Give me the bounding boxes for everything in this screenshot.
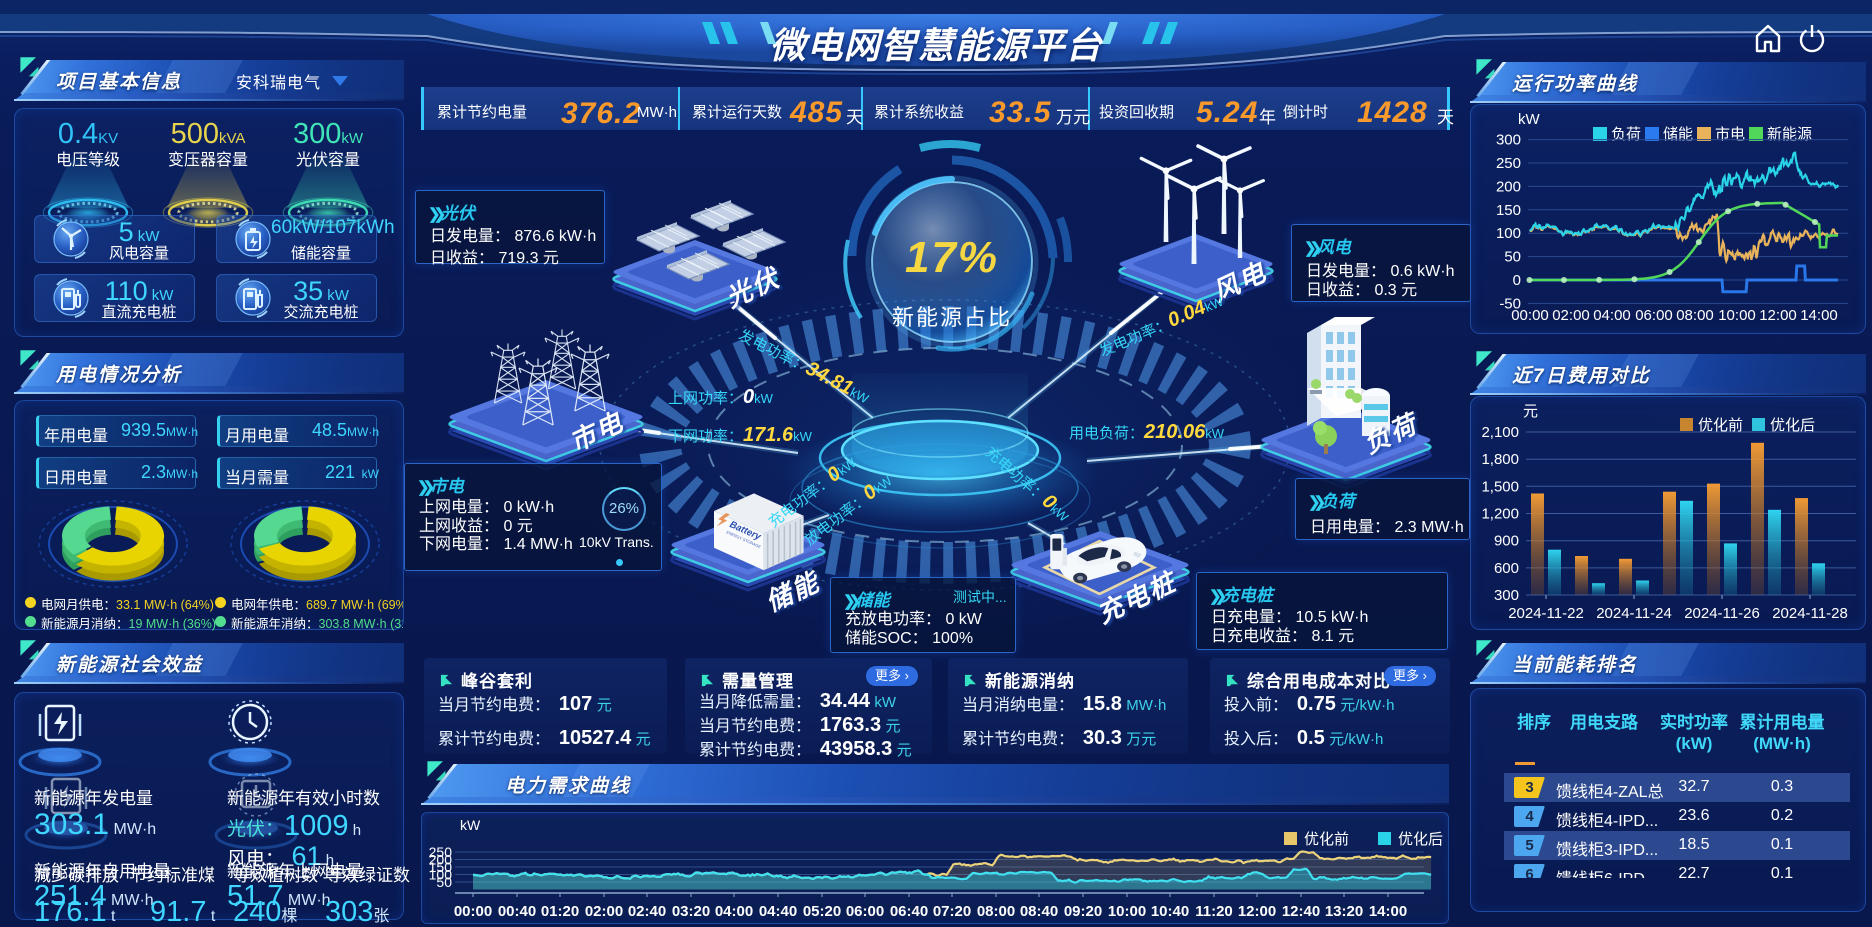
svg-text:02:40: 02:40 xyxy=(628,903,666,920)
svg-text:kW: kW xyxy=(460,817,481,833)
svg-text:250: 250 xyxy=(429,844,453,860)
svg-text:2024-11-22: 2024-11-22 xyxy=(1508,605,1584,622)
svg-text:08:40: 08:40 xyxy=(1020,903,1058,920)
svg-text:2,100: 2,100 xyxy=(1481,424,1519,441)
svg-text:12:00: 12:00 xyxy=(1759,307,1797,324)
svg-text:负荷: 负荷 xyxy=(1611,126,1641,143)
svg-text:00:40: 00:40 xyxy=(498,903,536,920)
svg-text:市电: 市电 xyxy=(1715,126,1745,143)
svg-text:02:00: 02:00 xyxy=(1552,307,1590,324)
svg-text:150: 150 xyxy=(429,859,453,875)
svg-text:150: 150 xyxy=(1496,202,1521,219)
svg-text:250: 250 xyxy=(1496,155,1521,172)
svg-text:1,800: 1,800 xyxy=(1481,451,1519,468)
svg-text:00:00: 00:00 xyxy=(454,903,492,920)
svg-text:09:20: 09:20 xyxy=(1064,903,1102,920)
svg-text:50: 50 xyxy=(1504,249,1521,266)
svg-text:05:20: 05:20 xyxy=(803,903,841,920)
svg-text:元: 元 xyxy=(1523,403,1538,420)
svg-text:0: 0 xyxy=(1513,272,1521,289)
svg-text:10:00: 10:00 xyxy=(1718,307,1756,324)
svg-text:储能: 储能 xyxy=(1663,126,1693,143)
svg-text:-50: -50 xyxy=(1499,295,1521,312)
svg-text:200: 200 xyxy=(429,852,453,868)
svg-text:300: 300 xyxy=(1494,587,1519,604)
svg-text:900: 900 xyxy=(1494,533,1519,550)
svg-text:10:40: 10:40 xyxy=(1151,903,1189,920)
svg-text:08:00: 08:00 xyxy=(1676,307,1714,324)
svg-text:10:00: 10:00 xyxy=(1108,903,1146,920)
svg-text:11:20: 11:20 xyxy=(1195,903,1233,920)
svg-text:02:00: 02:00 xyxy=(585,903,623,920)
svg-text:04:00: 04:00 xyxy=(715,903,753,920)
svg-text:08:00: 08:00 xyxy=(977,903,1015,920)
svg-text:100: 100 xyxy=(1496,225,1521,242)
svg-text:06:00: 06:00 xyxy=(1635,307,1673,324)
svg-text:优化前: 优化前 xyxy=(1304,831,1349,848)
svg-text:06:40: 06:40 xyxy=(890,903,928,920)
svg-text:07:20: 07:20 xyxy=(933,903,971,920)
svg-text:1,200: 1,200 xyxy=(1481,506,1519,523)
svg-text:14:00: 14:00 xyxy=(1369,903,1407,920)
svg-text:50: 50 xyxy=(436,874,452,890)
svg-text:200: 200 xyxy=(1496,178,1521,195)
svg-text:2024-11-26: 2024-11-26 xyxy=(1684,605,1760,622)
svg-text:14:00: 14:00 xyxy=(1800,307,1838,324)
svg-text:00:00: 00:00 xyxy=(1511,307,1549,324)
svg-text:1,500: 1,500 xyxy=(1481,478,1519,495)
svg-text:600: 600 xyxy=(1494,560,1519,577)
svg-text:优化前: 优化前 xyxy=(1698,417,1743,434)
svg-text:新能源: 新能源 xyxy=(1767,126,1812,143)
svg-text:kW: kW xyxy=(1518,111,1541,128)
svg-text:13:20: 13:20 xyxy=(1325,903,1363,920)
svg-text:优化后: 优化后 xyxy=(1770,417,1815,434)
svg-text:12:40: 12:40 xyxy=(1282,903,1320,920)
svg-text:2024-11-24: 2024-11-24 xyxy=(1596,605,1672,622)
svg-text:01:20: 01:20 xyxy=(541,903,579,920)
svg-text:03:20: 03:20 xyxy=(672,903,710,920)
svg-text:12:00: 12:00 xyxy=(1238,903,1276,920)
svg-text:300: 300 xyxy=(1496,132,1521,149)
svg-text:04:40: 04:40 xyxy=(759,903,797,920)
svg-text:04:00: 04:00 xyxy=(1593,307,1631,324)
svg-text:优化后: 优化后 xyxy=(1398,831,1443,848)
svg-text:100: 100 xyxy=(429,867,453,883)
svg-text:2024-11-28: 2024-11-28 xyxy=(1772,605,1848,622)
svg-text:06:00: 06:00 xyxy=(846,903,884,920)
